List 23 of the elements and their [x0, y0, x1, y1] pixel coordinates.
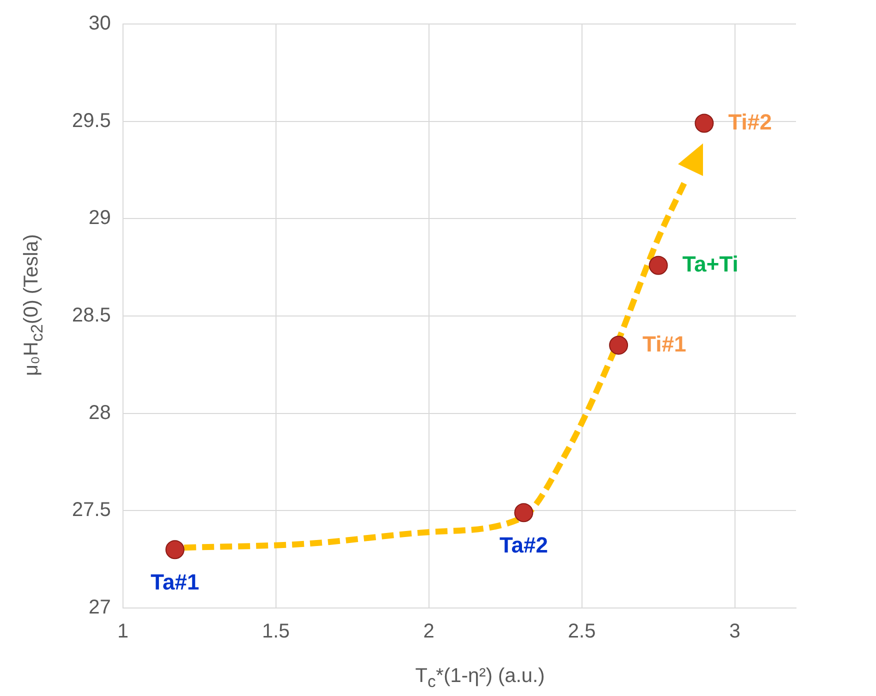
annotation: Ti#2	[728, 109, 772, 134]
point	[648, 256, 668, 275]
annotation: Ta+Ti	[682, 251, 738, 276]
point	[165, 540, 184, 560]
y-tick-label: 29	[88, 207, 111, 230]
y-tick-label: 30	[88, 12, 111, 35]
x-tick-label: 2	[423, 620, 434, 643]
point	[514, 503, 534, 522]
x-tick-label: 3	[729, 620, 740, 643]
annotation: Ta#2	[499, 532, 548, 558]
x-axis-title: T$_{c}$*(1-η²) (a.u.)	[415, 665, 545, 692]
y-tick-label: 28	[88, 402, 111, 424]
annotation: Ti#1	[642, 331, 686, 356]
y-tick-label: 29.5	[72, 110, 111, 132]
y-tick-label: 27.5	[72, 499, 111, 522]
point	[694, 114, 714, 133]
x-tick-label: 2.5	[568, 620, 596, 643]
y-tick-label: 27	[88, 596, 111, 619]
point	[609, 336, 628, 355]
x-tick-label: 1.5	[262, 620, 290, 643]
annotation: Ta#1	[150, 570, 200, 595]
y-tick-label: 28.5	[72, 304, 111, 327]
x-tick-label: 1	[117, 620, 128, 643]
